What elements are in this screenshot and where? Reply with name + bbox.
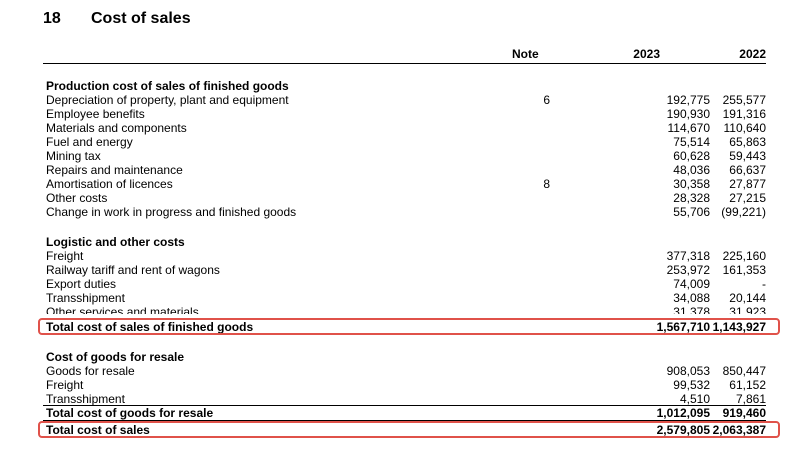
grand-total-rule (43, 420, 766, 421)
table-row: Export duties 74,009- (46, 277, 766, 291)
table-row: Goods for resale 908,053 850,447 (46, 364, 766, 378)
subtotal-rule (43, 405, 766, 406)
table-row: Depreciation of property, plant and equi… (46, 93, 766, 107)
total-resale-row: Total cost of goods for resale 1,012,095 9… (46, 406, 766, 420)
column-header-2023: 2023 (633, 47, 660, 61)
total-finished-goods-row: Total cost of sales of finished goods 1,5… (46, 320, 766, 334)
section-title: Cost of sales (91, 10, 191, 27)
table-row: Transshipment 4,510 7,861 (46, 392, 766, 406)
section-title-resale: Cost of goods for resale (46, 350, 185, 364)
table-row: Transshipment 34,088 20,144 (46, 291, 766, 305)
table-row: Other costs 28,328 27,215 (46, 191, 766, 205)
total-cost-of-sales-row: Total cost of sales 2,579,805 2,063,387 (46, 423, 766, 437)
table-row: Mining tax 60,628 59,443 (46, 149, 766, 163)
table-row: Repairs and maintenance 48,036 66,637 (46, 163, 766, 177)
table-row: Freight 377,318 225,160 (46, 249, 766, 263)
section-number: 18 (43, 10, 61, 27)
highlight-box-finished-goods (38, 318, 780, 335)
table-row: Change in work in progress and finished … (46, 205, 766, 219)
table-row: Amortisation of licences 8 30,358 27,877 (46, 177, 766, 191)
section-heading: 18 Cost of sales (43, 10, 191, 28)
table-row: Fuel and energy 75,514 65,863 (46, 135, 766, 149)
table-row: Employee benefits 190,930 191,316 (46, 107, 766, 121)
column-header-note: Note (512, 47, 539, 61)
column-header-2022: 2022 (739, 47, 766, 61)
section-title-production: Production cost of sales of finished goo… (46, 79, 289, 93)
table-row: Railway tariff and rent of wagons 253,972… (46, 263, 766, 277)
highlight-box-total-sales (38, 421, 780, 438)
row-mask (43, 314, 783, 320)
header-rule (43, 63, 766, 64)
table-row: Materials and components 114,670 110,640 (46, 121, 766, 135)
table-row: Freight 99,532 61,152 (46, 378, 766, 392)
section-title-logistic: Logistic and other costs (46, 235, 185, 249)
